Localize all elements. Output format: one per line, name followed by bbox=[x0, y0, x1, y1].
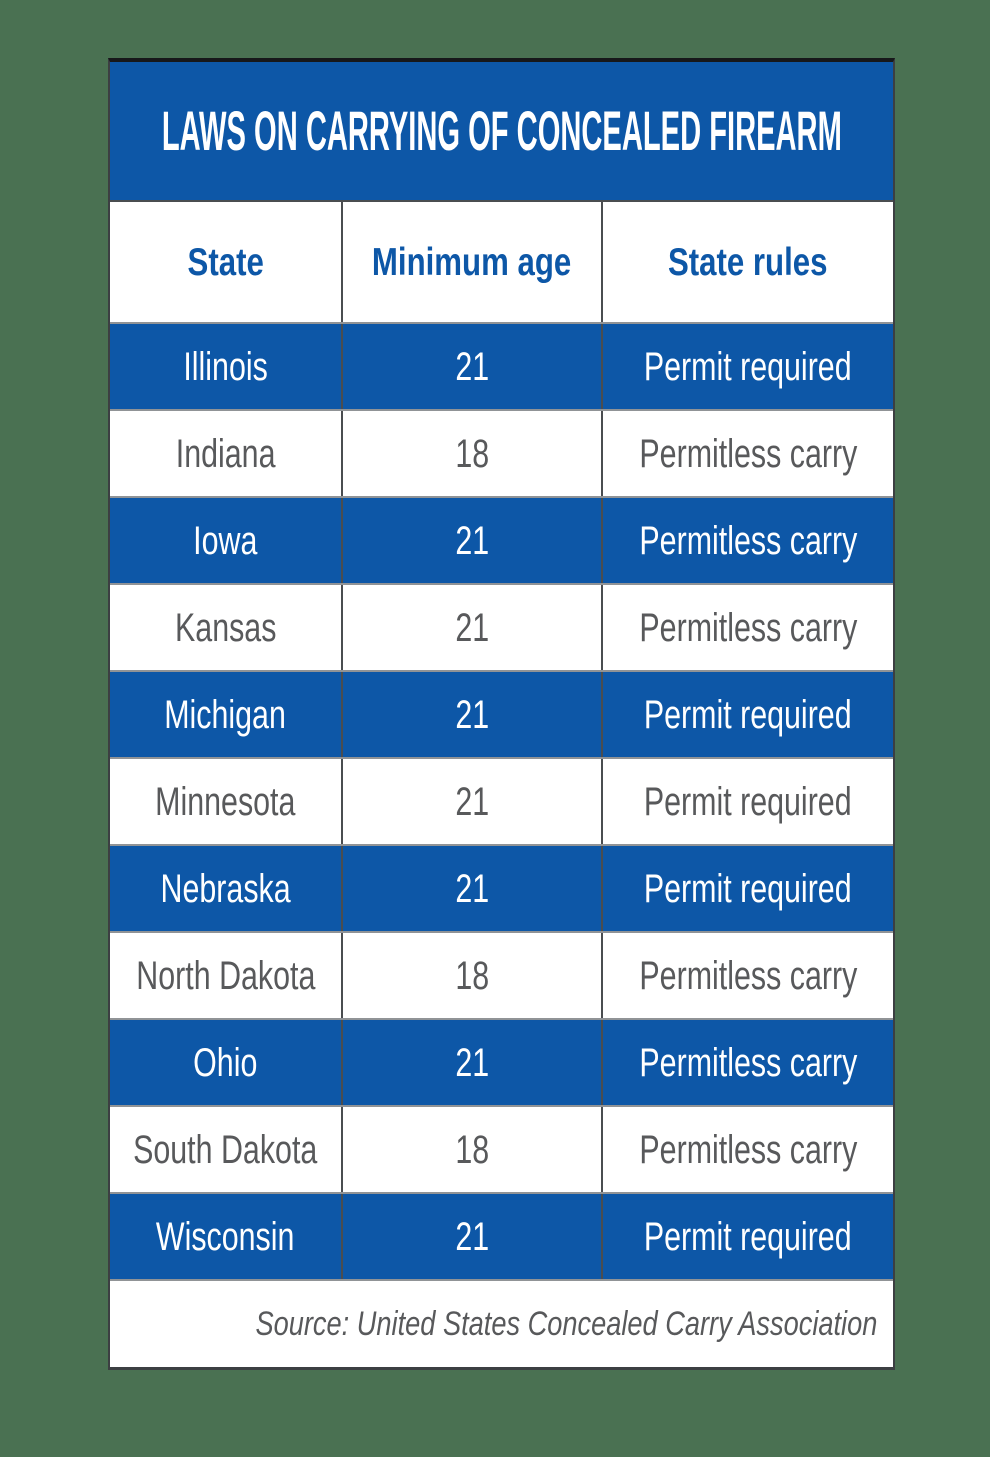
state-cell: Ohio bbox=[193, 1040, 258, 1085]
header-cell-minimum-age: Minimum age bbox=[341, 202, 601, 322]
table-row: Michigan 21 Permit required bbox=[110, 670, 893, 757]
table-row: North Dakota 18 Permitless carry bbox=[110, 931, 893, 1018]
source-row: Source: United States Concealed Carry As… bbox=[110, 1279, 893, 1367]
source-attribution: Source: United States Concealed Carry As… bbox=[255, 1305, 877, 1343]
table-row: Illinois 21 Permit required bbox=[110, 322, 893, 409]
table-row: Kansas 21 Permitless carry bbox=[110, 583, 893, 670]
state-cell: Indiana bbox=[175, 431, 276, 476]
rules-cell: Permit required bbox=[601, 846, 893, 931]
age-cell: 21 bbox=[341, 672, 601, 757]
table-header-row: State Minimum age State rules bbox=[110, 200, 893, 322]
table-row: Ohio 21 Permitless carry bbox=[110, 1018, 893, 1105]
state-cell: North Dakota bbox=[135, 953, 316, 998]
rules-cell: Permitless carry bbox=[601, 933, 893, 1018]
concealed-carry-table: LAWS ON CARRYING OF CONCEALED FIREARM St… bbox=[108, 58, 895, 1370]
age-cell: 21 bbox=[341, 498, 601, 583]
age-cell: 21 bbox=[341, 759, 601, 844]
table-row: Iowa 21 Permitless carry bbox=[110, 496, 893, 583]
rules-cell: Permitless carry bbox=[601, 585, 893, 670]
age-cell: 21 bbox=[341, 1194, 601, 1279]
state-cell: Nebraska bbox=[160, 866, 291, 911]
state-cell: Minnesota bbox=[155, 779, 296, 824]
age-cell: 21 bbox=[341, 585, 601, 670]
state-cell: South Dakota bbox=[133, 1127, 318, 1172]
rules-cell: Permit required bbox=[601, 672, 893, 757]
state-cell: Illinois bbox=[183, 344, 268, 389]
table-row: Wisconsin 21 Permit required bbox=[110, 1192, 893, 1279]
rules-cell: Permitless carry bbox=[601, 1107, 893, 1192]
age-cell: 18 bbox=[341, 411, 601, 496]
age-cell: 18 bbox=[341, 1107, 601, 1192]
state-cell: Kansas bbox=[174, 605, 277, 650]
page-title: LAWS ON CARRYING OF CONCEALED FIREARM bbox=[161, 99, 842, 162]
rules-cell: Permitless carry bbox=[601, 411, 893, 496]
table-row: Indiana 18 Permitless carry bbox=[110, 409, 893, 496]
age-cell: 21 bbox=[341, 324, 601, 409]
state-cell: Iowa bbox=[193, 518, 258, 563]
age-cell: 21 bbox=[341, 1020, 601, 1105]
table-row: South Dakota 18 Permitless carry bbox=[110, 1105, 893, 1192]
age-cell: 18 bbox=[341, 933, 601, 1018]
table-title-bar: LAWS ON CARRYING OF CONCEALED FIREARM bbox=[110, 62, 893, 200]
header-cell-state: State bbox=[187, 240, 264, 284]
rules-cell: Permit required bbox=[601, 324, 893, 409]
header-cell-state-rules: State rules bbox=[601, 202, 893, 322]
state-cell: Wisconsin bbox=[156, 1214, 295, 1259]
age-cell: 21 bbox=[341, 846, 601, 931]
rules-cell: Permitless carry bbox=[601, 498, 893, 583]
rules-cell: Permitless carry bbox=[601, 1020, 893, 1105]
rules-cell: Permit required bbox=[601, 759, 893, 844]
rules-cell: Permit required bbox=[601, 1194, 893, 1279]
table-row: Minnesota 21 Permit required bbox=[110, 757, 893, 844]
table-row: Nebraska 21 Permit required bbox=[110, 844, 893, 931]
state-cell: Michigan bbox=[164, 692, 287, 737]
